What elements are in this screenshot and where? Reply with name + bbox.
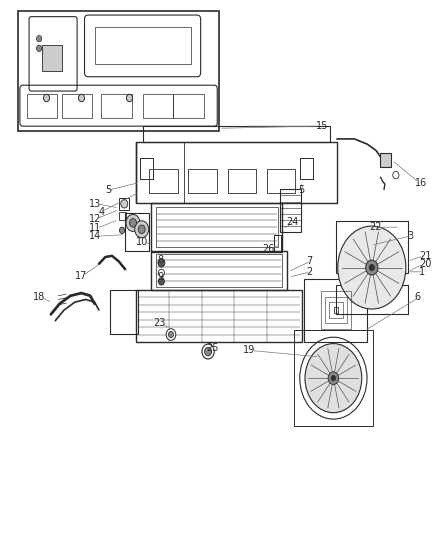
- Bar: [336, 221, 408, 273]
- Circle shape: [120, 227, 125, 233]
- Bar: [294, 330, 373, 426]
- Text: 18: 18: [33, 292, 46, 302]
- Text: 1: 1: [419, 267, 425, 277]
- Text: 16: 16: [415, 177, 427, 188]
- Text: 21: 21: [419, 251, 431, 261]
- Bar: [280, 189, 301, 232]
- Bar: [334, 308, 338, 313]
- Circle shape: [305, 344, 362, 413]
- Bar: [149, 169, 177, 193]
- Bar: [151, 203, 283, 252]
- Text: 15: 15: [316, 121, 328, 131]
- Circle shape: [338, 226, 406, 309]
- Bar: [380, 154, 391, 166]
- Bar: [151, 251, 287, 290]
- Bar: [336, 285, 408, 314]
- Text: 24: 24: [286, 217, 298, 227]
- Text: 25: 25: [206, 343, 219, 353]
- Text: 12: 12: [89, 214, 101, 224]
- Circle shape: [36, 36, 42, 42]
- Circle shape: [126, 214, 140, 231]
- Text: 10: 10: [136, 237, 148, 247]
- Circle shape: [138, 225, 145, 233]
- Bar: [143, 94, 173, 118]
- Circle shape: [168, 332, 173, 338]
- Bar: [143, 126, 330, 142]
- Circle shape: [121, 199, 128, 208]
- Bar: [267, 169, 295, 193]
- Bar: [334, 308, 338, 313]
- Text: 5: 5: [105, 185, 111, 196]
- Text: 13: 13: [89, 199, 101, 209]
- Bar: [120, 198, 129, 209]
- Bar: [140, 158, 152, 179]
- Bar: [321, 292, 351, 329]
- Bar: [119, 212, 127, 220]
- Bar: [18, 11, 219, 131]
- Text: 17: 17: [75, 271, 87, 280]
- Bar: [136, 290, 302, 342]
- Text: 9: 9: [157, 272, 163, 282]
- Text: 19: 19: [243, 345, 255, 356]
- Text: 20: 20: [419, 259, 431, 269]
- Text: 23: 23: [153, 318, 166, 328]
- Circle shape: [135, 221, 149, 238]
- Bar: [228, 169, 256, 193]
- Circle shape: [202, 344, 214, 359]
- Bar: [101, 94, 132, 118]
- Text: 8: 8: [157, 255, 163, 265]
- Bar: [125, 213, 149, 251]
- Bar: [62, 94, 92, 118]
- Text: 7: 7: [306, 256, 313, 266]
- Circle shape: [78, 94, 85, 102]
- Bar: [274, 235, 282, 251]
- Bar: [300, 158, 313, 179]
- Circle shape: [331, 375, 336, 381]
- Text: 11: 11: [89, 223, 101, 233]
- Circle shape: [43, 94, 49, 102]
- Bar: [304, 279, 367, 342]
- Text: 14: 14: [89, 231, 101, 241]
- Bar: [155, 254, 283, 287]
- Bar: [42, 45, 62, 71]
- Bar: [110, 290, 138, 334]
- Bar: [155, 207, 278, 247]
- Circle shape: [36, 45, 42, 52]
- Circle shape: [328, 372, 339, 384]
- Text: 2: 2: [306, 267, 313, 277]
- Circle shape: [205, 348, 212, 356]
- Text: 22: 22: [370, 222, 382, 232]
- Text: 26: 26: [262, 245, 275, 254]
- Bar: [27, 94, 57, 118]
- Circle shape: [158, 278, 164, 285]
- Bar: [188, 169, 217, 193]
- Circle shape: [366, 260, 378, 275]
- Circle shape: [127, 94, 133, 102]
- Circle shape: [158, 259, 165, 267]
- Bar: [95, 27, 191, 64]
- Circle shape: [369, 264, 374, 271]
- Bar: [329, 302, 343, 318]
- Text: 4: 4: [99, 207, 105, 217]
- Bar: [325, 297, 347, 324]
- Bar: [173, 94, 204, 118]
- Circle shape: [130, 219, 137, 227]
- Circle shape: [166, 329, 176, 341]
- Text: 3: 3: [408, 231, 414, 241]
- Circle shape: [158, 269, 164, 277]
- Text: 6: 6: [415, 292, 421, 302]
- Text: 5: 5: [298, 185, 305, 196]
- Bar: [136, 142, 337, 203]
